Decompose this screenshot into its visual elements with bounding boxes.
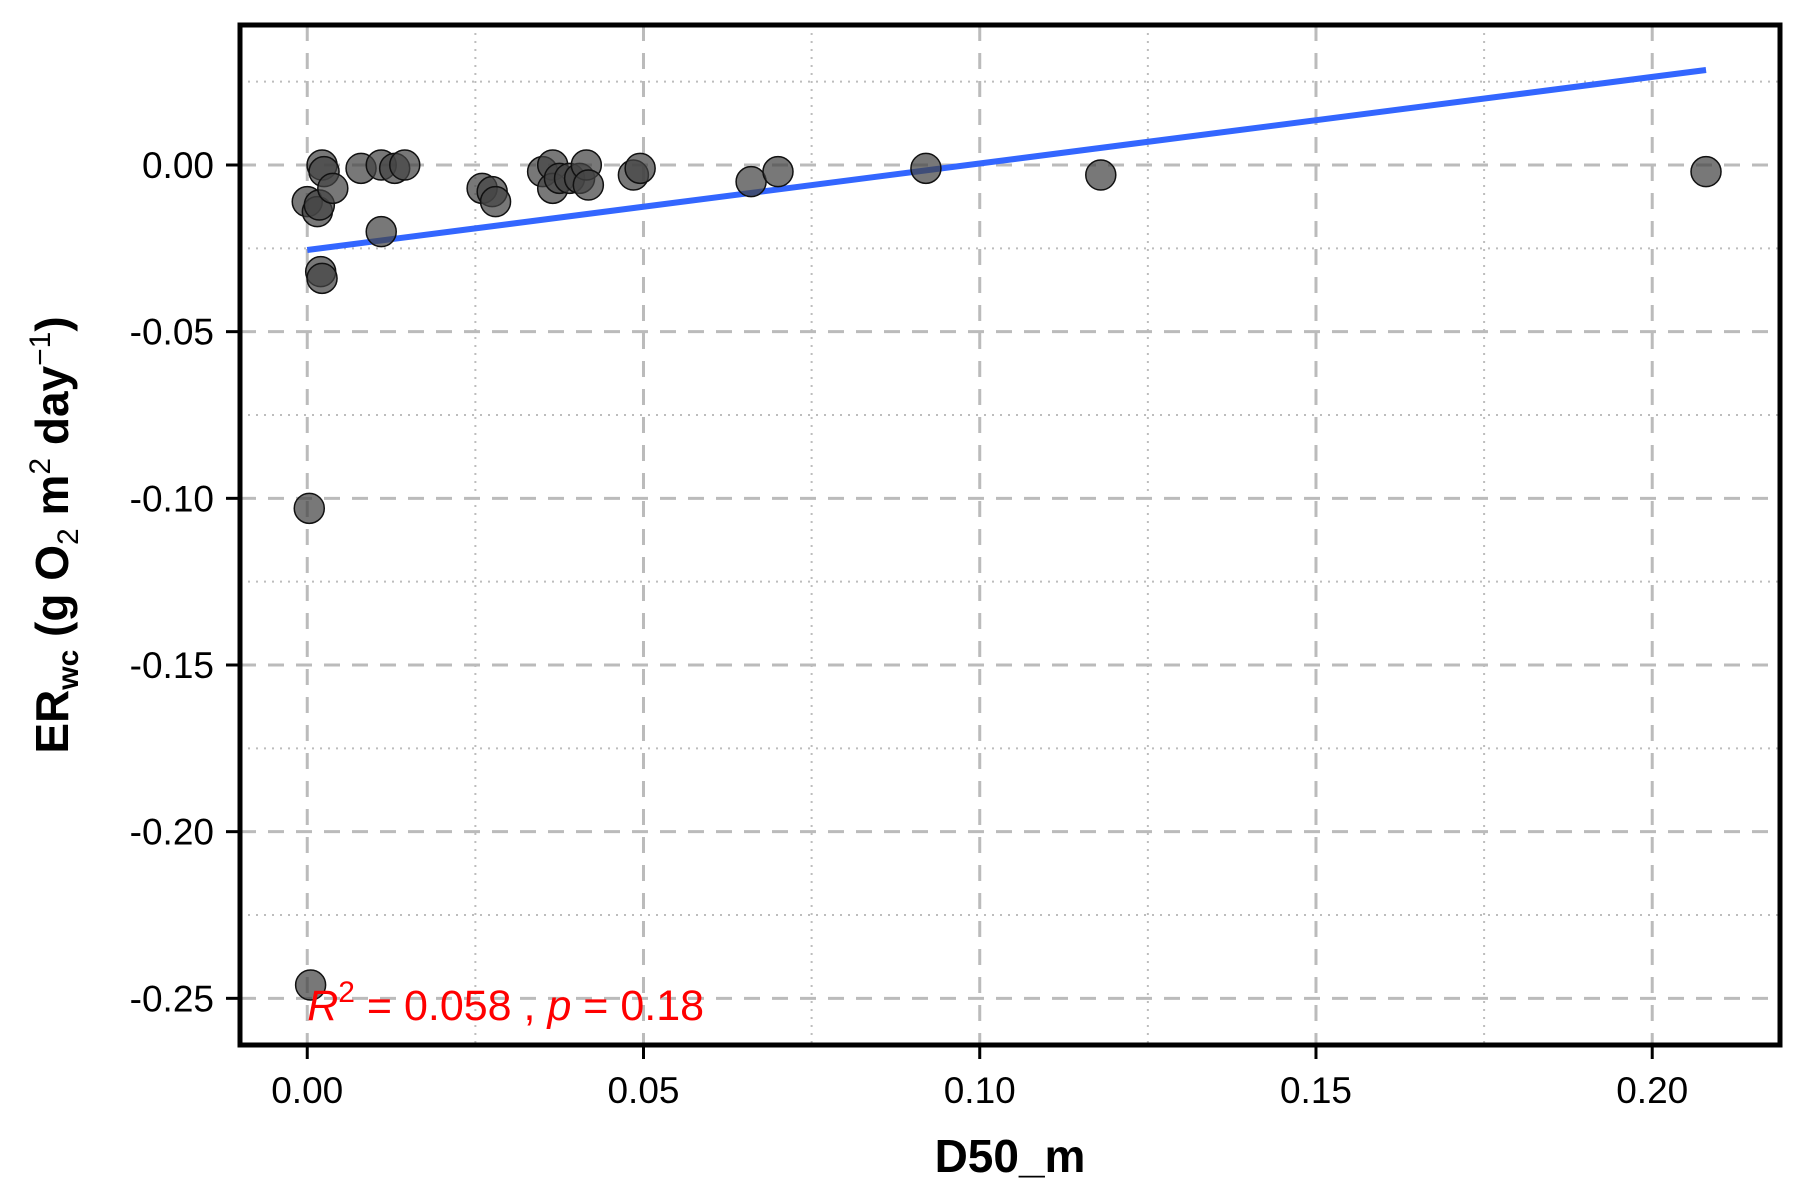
data-point [1085, 159, 1117, 191]
y-axis-title-o2-subscript: 2 [52, 528, 85, 545]
y-tick-label: -0.25 [130, 978, 214, 1019]
points-layer [291, 149, 1722, 1001]
y-tick-label: -0.10 [130, 478, 214, 519]
y-axis-title-units-day: day [26, 365, 78, 457]
annotation-p-value: = 0.18 [571, 982, 704, 1030]
data-point [572, 169, 605, 201]
data-point [762, 155, 794, 188]
annotation-r-value: = 0.058 , [355, 982, 547, 1030]
y-axis-title-units-m: m [26, 475, 78, 529]
y-tick-label: -0.15 [130, 645, 214, 686]
x-tick-label: 0.20 [1616, 1070, 1688, 1111]
y-axis-title-day-superscript: −1 [24, 332, 57, 366]
regression-line [306, 67, 1707, 253]
fit-layer [306, 67, 1707, 253]
data-point [479, 185, 512, 218]
grid-layer [240, 25, 1780, 1045]
data-point [293, 492, 326, 525]
data-point [365, 215, 397, 248]
data-point [306, 262, 338, 295]
axis-layer: 0.00 0.05 0.10 0.15 0.20 0.00 -0.05 -0.10 -0.15 -… [130, 145, 1689, 1111]
x-tick-label: 0.15 [1280, 1070, 1352, 1111]
x-tick-label: 0.10 [944, 1070, 1016, 1111]
annotation-p-label: p [545, 982, 571, 1030]
y-axis-title-main: ER [26, 690, 78, 754]
x-axis-title: D50_m [935, 1130, 1086, 1182]
data-point [1690, 155, 1722, 188]
y-tick-label: 0.00 [142, 145, 214, 186]
y-axis-title: ERwc (g O2 m2 day−1) [24, 316, 85, 753]
y-axis-title-units-prefix: (g O [26, 545, 78, 650]
annotation-r-superscript: 2 [338, 976, 355, 1009]
data-point [735, 165, 767, 198]
fit-statistics-annotation: R2 = 0.058 , p = 0.18 [307, 976, 704, 1030]
y-axis-title-units-close: ) [26, 316, 78, 331]
y-tick-label: -0.05 [130, 312, 214, 353]
y-tick-label: -0.20 [130, 812, 214, 853]
plot-frame [237, 22, 1783, 1048]
data-point [317, 172, 349, 205]
x-tick-label: 0.05 [607, 1070, 679, 1111]
y-axis-title-subscript: wc [52, 650, 85, 691]
data-point [389, 149, 421, 181]
x-tick-label: 0.00 [271, 1070, 343, 1111]
annotation-r-label: R [307, 982, 338, 1030]
data-point [294, 969, 327, 1001]
data-point [910, 152, 942, 185]
data-point [624, 152, 656, 185]
y-axis-title-m-superscript: 2 [24, 458, 57, 475]
